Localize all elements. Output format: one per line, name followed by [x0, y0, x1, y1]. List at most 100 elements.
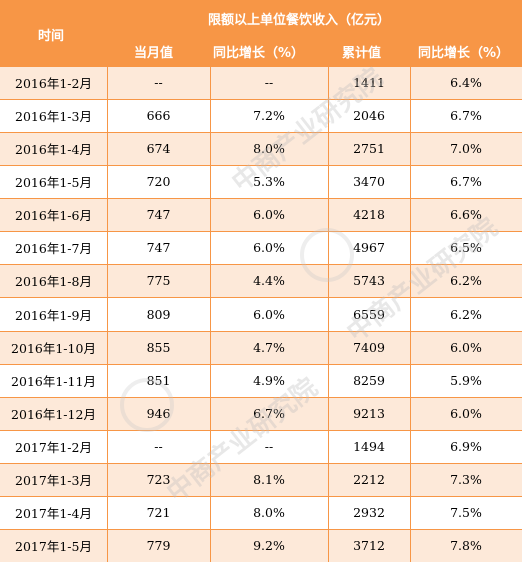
month-value-cell: 855: [146, 339, 171, 355]
period-cell: 2016年1-4月: [15, 142, 92, 158]
month-value-cell: 747: [146, 207, 171, 223]
period-cell: 2016年1-6月: [15, 208, 92, 224]
cum-yoy-cell: 7.8%: [450, 538, 482, 553]
month-value-cell: 674: [146, 141, 171, 157]
cum-yoy-cell: 6.7%: [450, 174, 482, 190]
cum-value-cell: 2046: [353, 108, 385, 124]
month-value-cell: --: [154, 75, 163, 91]
month-value-cell: 747: [146, 240, 171, 256]
period-cell: 2016年1-10月: [11, 340, 96, 356]
cum-yoy-cell: 7.0%: [450, 141, 482, 157]
month-yoy-cell: 6.0%: [253, 207, 285, 223]
table-row: 2017年1-3月 723 8.1% 2212 7.3%: [0, 462, 522, 496]
cum-value-cell: 4967: [353, 240, 385, 256]
cum-yoy-cell: 6.2%: [450, 306, 482, 322]
month-yoy-cell: 6.0%: [253, 306, 285, 322]
row-divider: [0, 165, 522, 167]
period-cell: 2017年1-2月: [15, 439, 92, 455]
cum-yoy-cell: 6.9%: [450, 438, 482, 454]
cum-value-cell: 9213: [353, 405, 385, 421]
month-yoy-cell: 4.9%: [253, 372, 285, 388]
period-cell: 2016年1-2月: [15, 76, 92, 92]
period-cell: 2017年1-3月: [15, 472, 92, 488]
cum-value-cell: 3712: [353, 538, 385, 553]
table-row: 2016年1-6月 747 6.0% 4218 6.6%: [0, 198, 522, 232]
cum-yoy-cell: 5.9%: [450, 372, 482, 388]
header-time: 时间: [38, 29, 65, 44]
month-yoy-cell: 4.7%: [253, 339, 285, 355]
row-divider: [0, 429, 522, 431]
row-divider: [0, 495, 522, 497]
row-divider: [0, 528, 522, 530]
month-value-cell: 809: [146, 306, 171, 322]
cum-yoy-cell: 6.6%: [450, 207, 482, 223]
month-yoy-cell: 9.2%: [253, 538, 285, 553]
cum-yoy-cell: 6.0%: [450, 405, 482, 421]
table-row: 2017年1-2月 -- -- 1494 6.9%: [0, 429, 522, 463]
period-cell: 2016年1-11月: [11, 373, 96, 389]
month-value-cell: 775: [146, 273, 171, 289]
cum-yoy-cell: 6.4%: [450, 75, 482, 91]
row-divider: [0, 264, 522, 266]
cum-yoy-cell: 6.7%: [450, 108, 482, 124]
period-cell: 2016年1-8月: [15, 274, 92, 290]
table-row: 2016年1-5月 720 5.3% 3470 6.7%: [0, 165, 522, 199]
period-cell: 2016年1-12月: [11, 406, 96, 422]
cum-value-cell: 3470: [353, 174, 385, 190]
row-divider: [0, 462, 522, 464]
month-yoy-cell: 8.1%: [253, 471, 285, 487]
cum-value-cell: 6559: [353, 306, 385, 322]
column-divider: [328, 66, 329, 562]
column-divider: [107, 66, 108, 562]
row-divider: [0, 198, 522, 200]
month-yoy-cell: 7.2%: [253, 108, 285, 124]
period-cell: 2016年1-7月: [15, 241, 92, 257]
row-divider: [0, 132, 522, 134]
column-divider: [210, 66, 211, 562]
header-cum-value: 累计值: [342, 46, 382, 61]
period-cell: 2016年1-9月: [15, 307, 92, 323]
cum-value-cell: 7409: [353, 339, 385, 355]
table-row: 2017年1-4月 721 8.0% 2932 7.5%: [0, 495, 522, 529]
cum-value-cell: 2212: [353, 471, 385, 487]
table-row: 2016年1-11月 851 4.9% 8259 5.9%: [0, 363, 522, 397]
month-value-cell: 851: [146, 372, 171, 388]
month-yoy-cell: --: [264, 75, 274, 91]
period-cell: 2016年1-5月: [15, 175, 92, 191]
cum-value-cell: 5743: [353, 273, 385, 289]
month-value-cell: 721: [146, 504, 171, 520]
row-divider: [0, 330, 522, 332]
cum-yoy-cell: 7.3%: [450, 471, 482, 487]
month-value-cell: 666: [146, 108, 171, 124]
cum-value-cell: 1494: [353, 438, 385, 454]
cum-value-cell: 8259: [353, 372, 385, 388]
table-header: 时间 限额以上单位餐饮收入（亿元） 当月值 同比增长（%） 累计值 同比增长（%…: [0, 0, 522, 66]
row-divider: [0, 297, 522, 299]
month-value-cell: 779: [146, 538, 171, 553]
row-divider: [0, 396, 522, 398]
month-value-cell: 723: [146, 471, 171, 487]
month-yoy-cell: 8.0%: [253, 504, 285, 520]
cum-value-cell: 4218: [353, 207, 385, 223]
cum-value-cell: 1411: [353, 75, 385, 91]
header-group-title: 限额以上单位餐饮收入（亿元）: [208, 13, 391, 28]
row-divider: [0, 363, 522, 365]
month-yoy-cell: --: [264, 438, 274, 454]
row-divider: [0, 99, 522, 101]
month-yoy-cell: 8.0%: [253, 141, 285, 157]
month-value-cell: --: [154, 438, 163, 454]
period-cell: 2016年1-3月: [15, 109, 92, 125]
header-month-value: 当月值: [134, 46, 174, 61]
month-value-cell: 720: [146, 174, 171, 190]
header-cum-yoy: 同比增长（%）: [418, 46, 510, 61]
table-row: 2016年1-2月 -- -- 1411 6.4%: [0, 66, 522, 100]
cum-yoy-cell: 6.0%: [450, 339, 482, 355]
table-row: 2016年1-7月 747 6.0% 4967 6.5%: [0, 231, 522, 265]
cum-yoy-cell: 6.2%: [450, 273, 482, 289]
month-yoy-cell: 5.3%: [253, 174, 285, 190]
table-row: 2016年1-4月 674 8.0% 2751 7.0%: [0, 132, 522, 166]
cum-yoy-cell: 6.5%: [450, 240, 482, 256]
table-row: 2016年1-8月 775 4.4% 5743 6.2%: [0, 264, 522, 298]
month-yoy-cell: 6.0%: [253, 240, 285, 256]
